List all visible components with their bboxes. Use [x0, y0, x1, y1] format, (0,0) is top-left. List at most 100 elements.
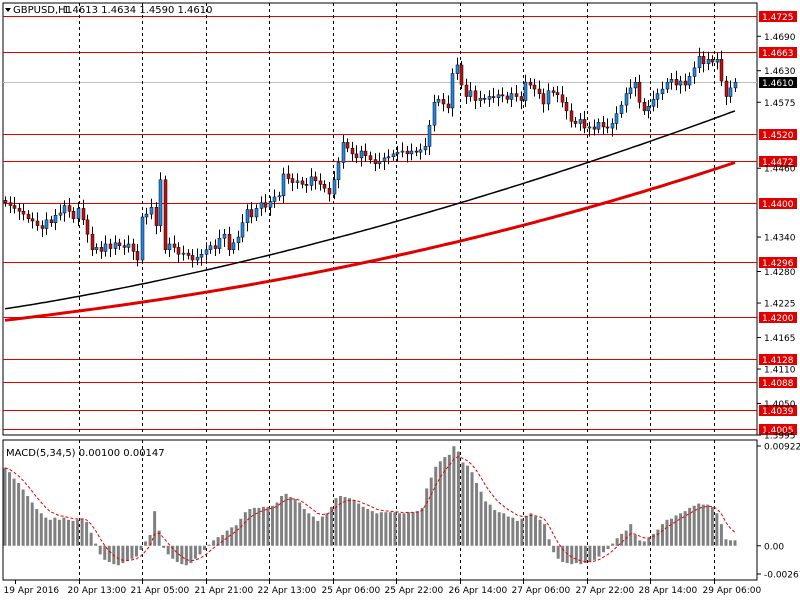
- macd-bar: [235, 525, 238, 546]
- macd-bar: [276, 502, 279, 545]
- macd-bar: [330, 507, 333, 546]
- candle-body: [520, 97, 523, 101]
- candle-body: [428, 125, 431, 146]
- candle-body: [342, 142, 345, 162]
- time-tick-label: 22 Apr 13:00: [258, 586, 317, 596]
- candle-body: [132, 244, 135, 251]
- candle-body: [629, 88, 632, 94]
- candle-body: [114, 243, 117, 249]
- candle-body: [588, 127, 591, 128]
- candle-body: [529, 82, 532, 85]
- candle-body: [31, 219, 34, 221]
- macd-bar: [706, 505, 709, 546]
- macd-bar: [539, 520, 542, 546]
- candle-body: [729, 88, 732, 97]
- macd-bar: [557, 546, 560, 559]
- candle-body: [561, 95, 564, 102]
- level-label: 1.4520: [762, 131, 794, 141]
- chart-menu-triangle-icon[interactable]: [5, 8, 11, 12]
- candle-body: [396, 152, 399, 154]
- sma-black-line: [5, 111, 735, 309]
- macd-bar: [416, 511, 419, 546]
- macd-bar: [516, 521, 519, 546]
- candle-body: [355, 154, 358, 158]
- candle-body: [296, 181, 299, 183]
- macd-bar: [384, 512, 387, 546]
- candle-body: [602, 122, 605, 127]
- candle-body: [465, 85, 468, 96]
- macd-bar: [248, 509, 251, 546]
- macd-bar: [198, 546, 201, 555]
- candle-body: [378, 161, 381, 163]
- level-label: 1.4200: [762, 314, 794, 324]
- macd-bar: [76, 520, 79, 546]
- candle-body: [82, 208, 85, 219]
- candle-body: [200, 254, 203, 257]
- macd-bar: [711, 507, 714, 546]
- candle-body: [474, 91, 477, 101]
- candle-body: [41, 226, 44, 229]
- candle-body: [570, 111, 573, 121]
- candle-body: [383, 158, 386, 161]
- macd-bar: [670, 519, 673, 546]
- candle-body: [187, 253, 190, 255]
- macd-bar: [90, 533, 93, 546]
- time-tick-label: 25 Apr 22:00: [385, 586, 444, 596]
- macd-bar: [312, 517, 315, 546]
- candle-body: [469, 91, 472, 97]
- candle-body: [666, 82, 669, 89]
- time-tick-label: 21 Apr 05:00: [131, 586, 190, 596]
- candle-body: [638, 82, 641, 102]
- time-tick-label: 29 Apr 06:00: [703, 586, 762, 596]
- candle-body: [406, 151, 409, 154]
- macd-bar: [443, 457, 446, 546]
- candle-body: [552, 91, 555, 93]
- candle-body: [479, 98, 482, 100]
- macd-bar: [289, 497, 292, 546]
- candle-body: [574, 121, 577, 123]
- candle-body: [72, 211, 75, 218]
- macd-bar: [403, 513, 406, 545]
- candle-body: [109, 244, 112, 249]
- macd-bar: [579, 546, 582, 564]
- macd-bar: [421, 508, 424, 546]
- macd-bar: [679, 513, 682, 545]
- candle-body: [360, 151, 363, 158]
- candle-body: [524, 82, 527, 100]
- candle-body: [720, 59, 723, 81]
- candle-body: [447, 104, 450, 108]
- macd-bar: [135, 546, 138, 557]
- time-tick-label: 28 Apr 14:00: [639, 586, 698, 596]
- macd-bar: [525, 517, 528, 546]
- macd-bar: [493, 510, 496, 546]
- candle-body: [301, 181, 304, 184]
- macd-bar: [285, 494, 288, 546]
- candle-body: [54, 215, 57, 222]
- macd-bar: [72, 521, 75, 546]
- candle-body: [606, 127, 609, 128]
- candle-body: [437, 99, 440, 102]
- macd-bar: [693, 506, 696, 546]
- candle-body: [282, 174, 285, 196]
- candle-body: [173, 244, 176, 247]
- candle-body: [214, 246, 217, 249]
- macd-bar: [353, 500, 356, 545]
- macd-bar: [194, 546, 197, 559]
- candle-body: [118, 243, 121, 246]
- candle-body: [410, 151, 413, 154]
- macd-bar: [344, 497, 347, 546]
- candle-body: [50, 220, 53, 223]
- candle-body: [652, 99, 655, 106]
- macd-bar: [67, 520, 70, 546]
- macd-bar: [412, 512, 415, 546]
- candle-body: [13, 206, 16, 209]
- candle-body: [209, 246, 212, 250]
- candle-body: [328, 188, 331, 194]
- price-tick-label: 1.4630: [764, 67, 796, 77]
- candle-body: [196, 257, 199, 260]
- candle-body: [305, 184, 308, 185]
- price-axis: 1.47251.46631.45201.44721.44001.42961.42…: [757, 11, 797, 442]
- macd-plot-border: [3, 440, 757, 580]
- candle-body: [319, 181, 322, 184]
- candle-body: [18, 208, 21, 211]
